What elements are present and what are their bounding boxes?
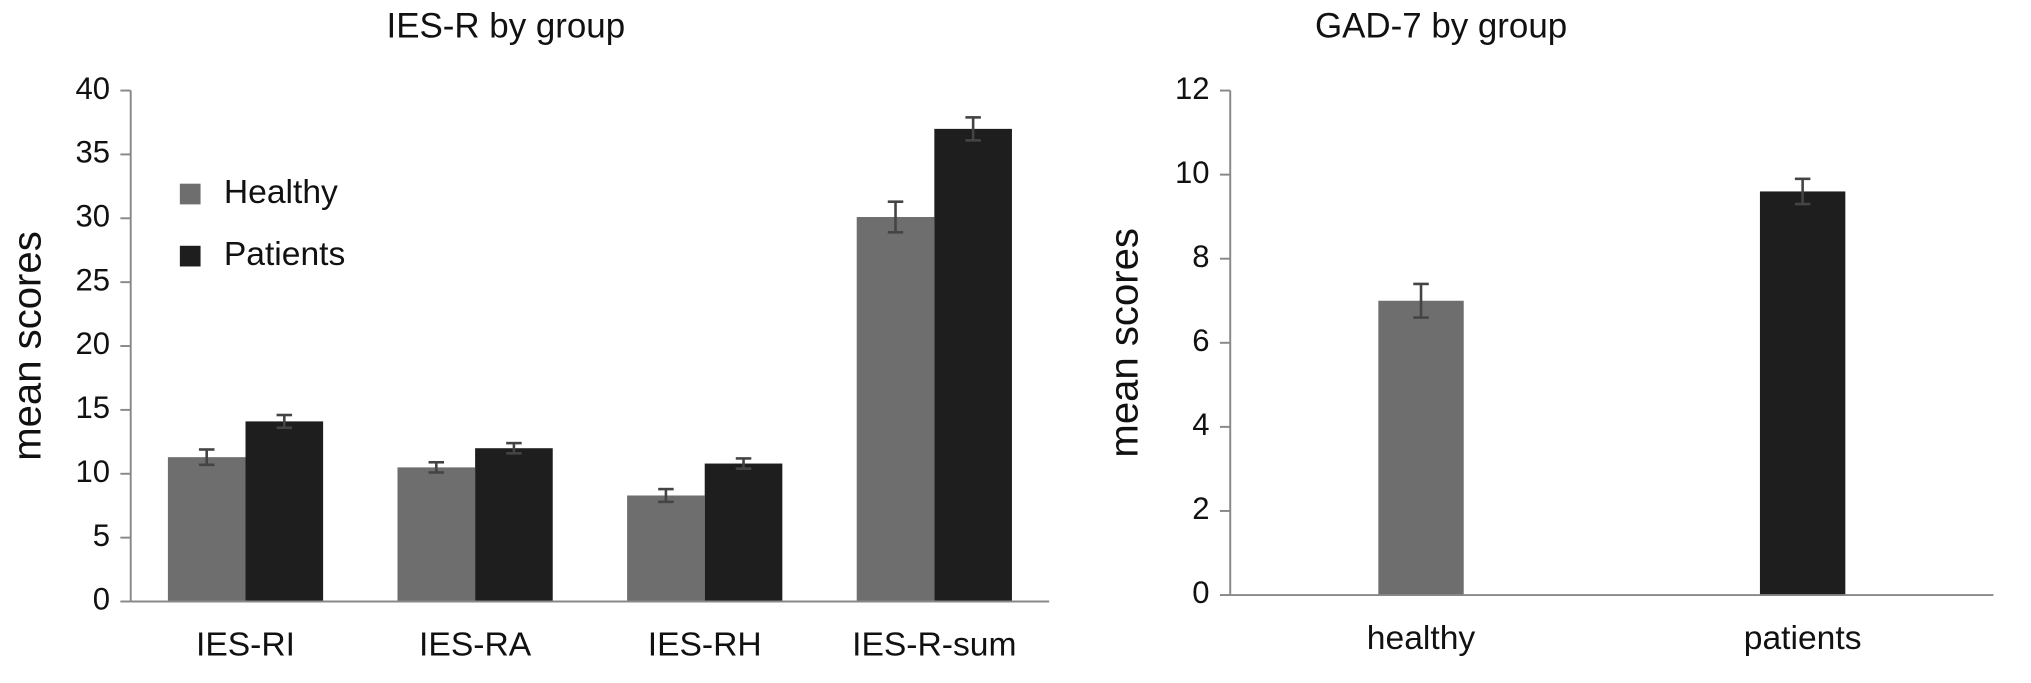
y-tick-label: 5 [93,518,110,553]
bar [627,495,705,602]
bar [1378,300,1464,596]
y-tick-label: 15 [75,390,110,425]
x-tick-label: IES-RI [196,627,295,664]
y-tick-label: 8 [1192,239,1209,274]
bar [704,463,783,602]
bar [475,448,553,602]
legend-swatch [179,245,201,267]
y-tick-label: 12 [1175,71,1210,106]
bar [1759,191,1846,596]
bar [856,217,935,602]
bar [167,457,246,602]
x-tick-label: patients [1744,620,1862,657]
y-tick-label: 4 [1192,407,1209,442]
y-tick-label: 30 [75,198,110,233]
x-tick-label: healthy [1367,620,1476,657]
bar [934,128,1012,602]
y-tick-label: 20 [75,326,110,361]
y-axis-label: mean scores [1102,228,1146,458]
y-axis-label: mean scores [5,231,49,461]
y-tick-label: 0 [93,582,110,617]
y-tick-label: 10 [1175,155,1210,190]
legend-label: Patients [224,236,346,273]
y-tick-label: 6 [1192,323,1209,358]
bar [245,421,324,602]
chart-title: IES-R by group [387,7,626,46]
y-tick-label: 40 [75,71,110,106]
y-tick-label: 10 [75,454,110,489]
y-tick-label: 35 [75,135,110,170]
x-tick-label: IES-R-sum [852,627,1016,664]
y-tick-label: 0 [1192,575,1209,610]
y-tick-label: 2 [1192,491,1209,526]
legend-swatch [179,183,201,205]
y-tick-label: 25 [75,262,110,297]
bar [397,467,476,602]
chart-title: GAD-7 by group [1315,7,1567,46]
x-tick-label: IES-RH [648,627,762,664]
legend-label: Healthy [224,174,338,211]
x-tick-label: IES-RA [419,627,532,664]
